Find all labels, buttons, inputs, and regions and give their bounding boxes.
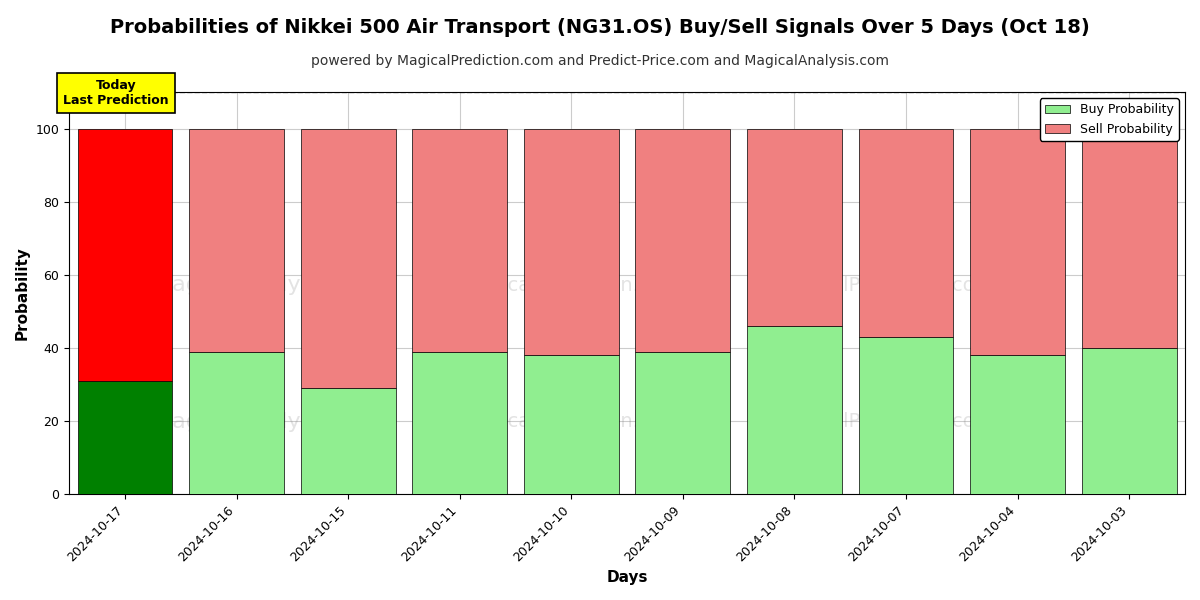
Bar xyxy=(78,129,173,381)
Text: Today
Last Prediction: Today Last Prediction xyxy=(64,79,169,107)
Bar xyxy=(190,129,284,352)
Text: MagicalPrediction.com: MagicalPrediction.com xyxy=(462,412,682,431)
Bar xyxy=(413,129,508,352)
Bar xyxy=(301,129,396,388)
Y-axis label: Probability: Probability xyxy=(16,246,30,340)
Bar xyxy=(859,129,954,337)
Bar xyxy=(636,129,731,352)
Bar xyxy=(636,352,731,494)
Bar xyxy=(748,129,842,326)
Bar xyxy=(78,381,173,494)
Bar xyxy=(413,352,508,494)
Bar xyxy=(1081,129,1177,348)
Bar xyxy=(970,355,1066,494)
Legend: Buy Probability, Sell Probability: Buy Probability, Sell Probability xyxy=(1040,98,1178,141)
Text: powered by MagicalPrediction.com and Predict-Price.com and MagicalAnalysis.com: powered by MagicalPrediction.com and Pre… xyxy=(311,54,889,68)
Bar xyxy=(859,337,954,494)
Bar xyxy=(748,326,842,494)
Bar xyxy=(524,129,619,355)
Bar xyxy=(301,388,396,494)
Bar xyxy=(1081,348,1177,494)
Text: MagicalAnalysis.com: MagicalAnalysis.com xyxy=(154,412,386,432)
Text: MagicalAnalysis.com: MagicalAnalysis.com xyxy=(154,275,386,295)
Text: MagicalPrediction.com: MagicalPrediction.com xyxy=(462,275,682,295)
Text: MagicalPrediction.com: MagicalPrediction.com xyxy=(774,412,994,431)
Bar xyxy=(524,355,619,494)
Bar xyxy=(970,129,1066,355)
Text: Probabilities of Nikkei 500 Air Transport (NG31.OS) Buy/Sell Signals Over 5 Days: Probabilities of Nikkei 500 Air Transpor… xyxy=(110,18,1090,37)
X-axis label: Days: Days xyxy=(606,570,648,585)
Text: MagicalPrediction.com: MagicalPrediction.com xyxy=(774,275,994,295)
Bar xyxy=(190,352,284,494)
